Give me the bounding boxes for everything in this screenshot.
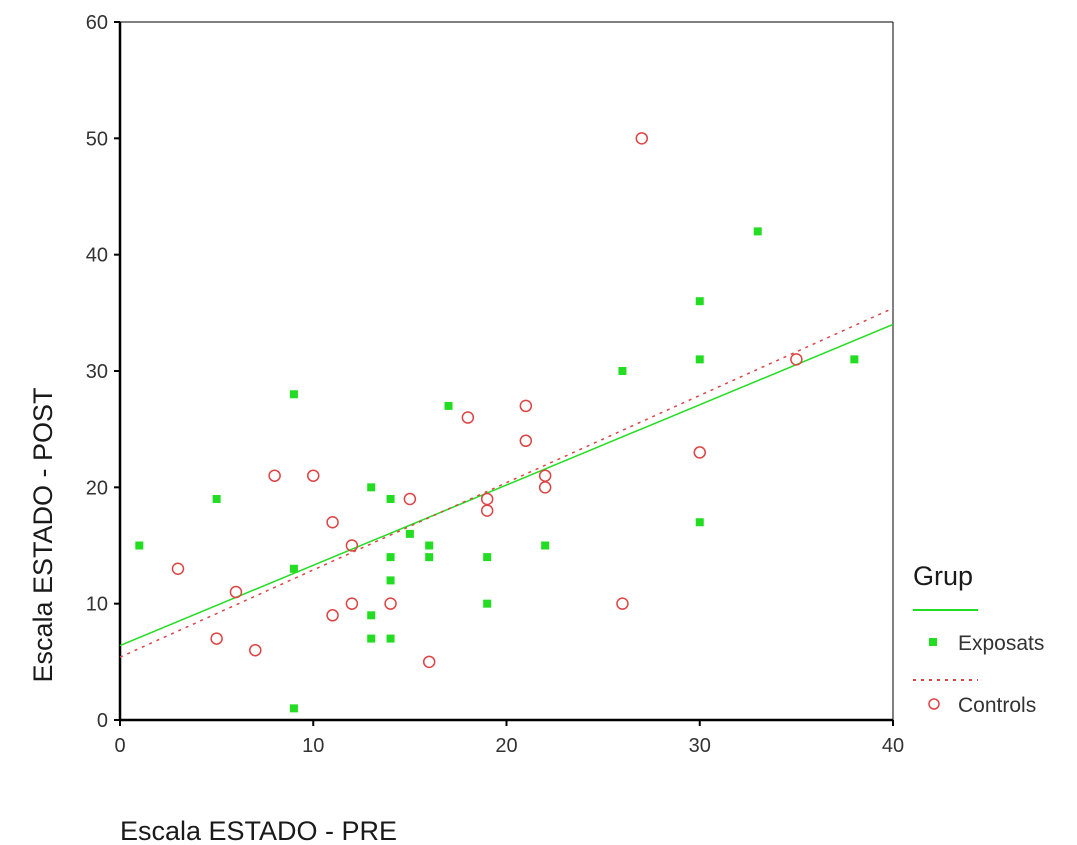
controls-point [693,446,706,459]
y-tick-label: 50 [86,128,108,150]
y-tick-label: 40 [86,245,108,267]
exposats-point [367,611,376,620]
legend-controls-marker [928,698,940,710]
x-tick-label: 30 [689,735,711,757]
legend-exposats-label: Exposats [958,632,1044,655]
exposats-point [483,599,492,608]
exposats-point [425,553,434,562]
controls-point [249,643,262,657]
controls-point [268,469,281,482]
y-axis-ticks: 0 10 20 30 40 50 60 [86,12,120,732]
controls-point [384,597,397,610]
controls-point [790,353,803,366]
controls-point [345,597,359,610]
fit-lines [119,307,894,658]
legend: Grup Exposats Controls [913,561,1044,717]
y-tick-label: 30 [86,361,108,383]
exposats-point [850,355,859,364]
legend-controls-label: Controls [958,694,1036,717]
x-tick-label: 0 [114,735,125,757]
exposats-point [289,390,298,399]
x-axis-title: Escala ESTADO - PRE [120,816,397,845]
controls-point [229,585,243,599]
exposats-point [212,494,221,503]
controls-point [210,632,223,645]
fit-line-controls [119,307,894,658]
exposats-point [695,355,704,364]
exposats-point [367,634,376,643]
x-tick-label: 40 [882,735,904,757]
controls-point [422,655,436,669]
exposats-point [386,553,395,562]
exposats-point [135,541,144,550]
exposats-point [289,564,298,573]
exposats-point [425,541,434,550]
controls-point [403,492,417,506]
x-tick-label: 10 [302,735,324,757]
fit-line-exposats [119,323,894,647]
controls-point [480,504,494,517]
exposats-point [386,576,395,585]
exposats-point [695,518,704,527]
exposats-point [386,634,395,643]
y-tick-label: 20 [86,477,108,499]
x-axis-ticks: 0 10 20 30 40 [114,720,904,757]
y-tick-label: 0 [97,710,108,732]
controls-point [461,411,475,424]
controls-point [326,609,339,622]
controls-point [326,515,339,529]
controls-point [171,562,185,576]
exposats-point [541,541,550,550]
controls-point [519,434,533,448]
y-tick-label: 60 [86,12,108,34]
exposats-point [753,227,762,236]
controls-point [538,481,552,494]
controls-point [635,132,649,145]
y-axis-title: Escala ESTADO - POST [28,387,58,682]
exposats-point [405,529,414,538]
controls-point [345,539,359,552]
controls-point [307,469,320,482]
y-tick-label: 10 [86,594,108,616]
exposats-point [444,401,453,410]
data-points [135,132,859,713]
exposats-point [289,704,298,713]
controls-point [616,597,629,610]
controls-point [519,399,533,413]
legend-title: Grup [913,561,973,591]
exposats-point [695,297,704,306]
x-tick-label: 20 [495,735,517,757]
exposats-point [618,367,627,375]
exposats-point [483,553,492,562]
exposats-point [386,494,395,503]
legend-exposats-marker [929,638,937,646]
exposats-point [367,483,376,492]
